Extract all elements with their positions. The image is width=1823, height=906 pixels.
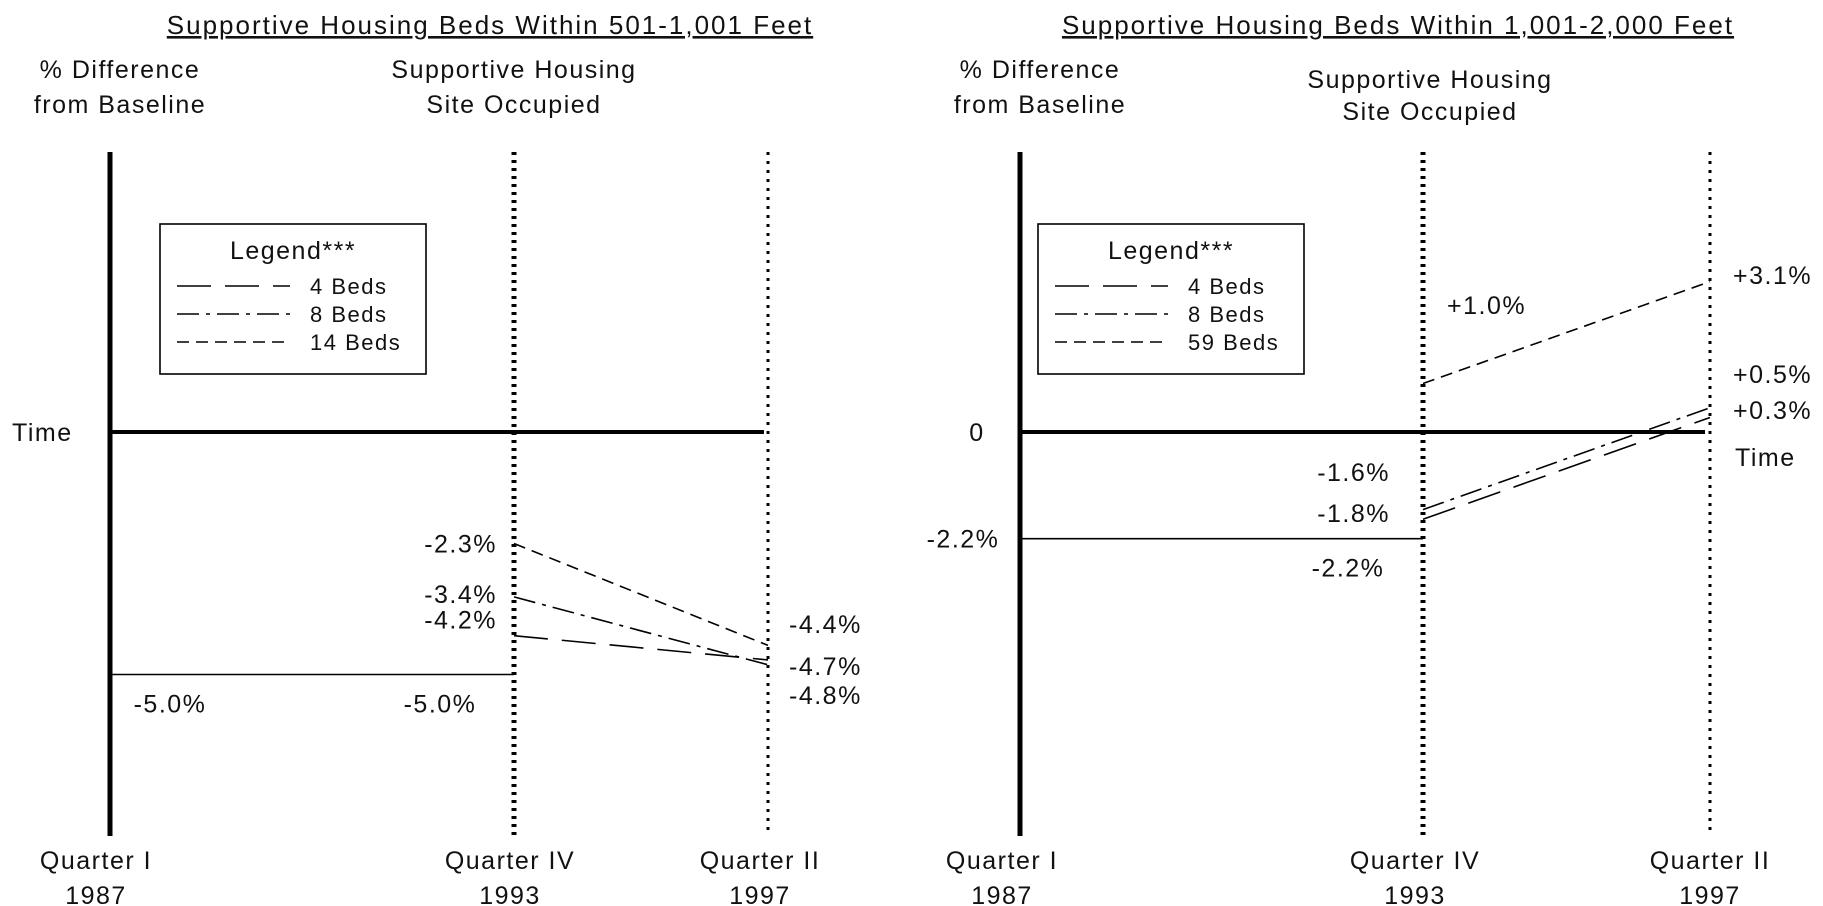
legend-entry-label: 4 Beds (1188, 274, 1266, 299)
x-tick-label: 1993 (1384, 882, 1446, 906)
series-end-label: -4.4% (789, 611, 862, 639)
legend-box (159, 223, 427, 375)
series-start-label: -4.2% (424, 607, 497, 635)
x-tick-label: 1997 (1679, 882, 1741, 906)
series-start-label: -2.3% (424, 531, 497, 559)
event-label: Supportive Housing (1307, 66, 1552, 94)
y-axis-label: from Baseline (954, 91, 1126, 119)
event-label: Site Occupied (1342, 98, 1517, 126)
legend-title: Legend*** (1108, 237, 1234, 265)
event-label: Supportive Housing (391, 56, 636, 84)
baseline-start-label: -5.0% (134, 691, 207, 719)
series-line-4-beds (513, 634, 769, 661)
legend-entry-label: 59 Beds (1188, 330, 1279, 355)
series-line-4-beds (1422, 416, 1711, 521)
series-start-label: -3.4% (424, 581, 497, 609)
baseline-end-label: -2.2% (1312, 555, 1385, 583)
series-end-label: +3.1% (1733, 262, 1812, 290)
series-start-label: -1.8% (1317, 500, 1390, 528)
x-tick-label: Quarter II (1650, 847, 1771, 875)
x-tick-label: 1987 (971, 882, 1033, 906)
legend-title: Legend*** (230, 237, 356, 265)
x-tick-label: Quarter IV (445, 847, 575, 875)
x-tick-label: 1997 (729, 882, 791, 906)
legend-entry-label: 8 Beds (310, 302, 388, 327)
series-start-label: +1.0% (1447, 292, 1526, 320)
x-tick-label: Quarter I (40, 847, 152, 875)
series-end-label: +0.3% (1733, 397, 1812, 425)
x-tick-label: Quarter I (946, 847, 1058, 875)
y-axis-label: % Difference (40, 56, 201, 84)
series-start-label: -1.6% (1317, 459, 1390, 487)
y-axis-label: % Difference (960, 56, 1121, 84)
chart-title: Supportive Housing Beds Within 501-1,001… (167, 10, 813, 40)
series-end-label: +0.5% (1733, 361, 1812, 389)
x-tick-label: Quarter II (700, 847, 821, 875)
baseline-start-label: -2.2% (927, 526, 1000, 554)
event-label: Site Occupied (426, 91, 601, 119)
x-tick-label: Quarter IV (1350, 847, 1480, 875)
y-zero-label: 0 (969, 419, 984, 447)
legend-entry-label: 8 Beds (1188, 302, 1266, 327)
y-axis-label: from Baseline (34, 91, 206, 119)
series-line-8-beds (1422, 406, 1711, 511)
legend-entry-label: 4 Beds (310, 274, 388, 299)
series-end-label: -4.7% (789, 653, 862, 681)
series-line-59-beds (1422, 280, 1711, 385)
baseline-end-label: -5.0% (404, 691, 477, 719)
x-tick-label: 1993 (479, 882, 541, 906)
legend-entry-label: 14 Beds (310, 330, 401, 355)
time-axis-label: Time (12, 419, 73, 447)
series-line-8-beds (513, 596, 769, 666)
series-end-label: -4.8% (789, 682, 862, 710)
x-tick-label: 1987 (65, 882, 127, 906)
series-line-14-beds (513, 542, 769, 647)
chart-title: Supportive Housing Beds Within 1,001-2,0… (1062, 10, 1734, 40)
time-axis-label: Time (1735, 444, 1796, 472)
legend-box (1037, 223, 1305, 375)
